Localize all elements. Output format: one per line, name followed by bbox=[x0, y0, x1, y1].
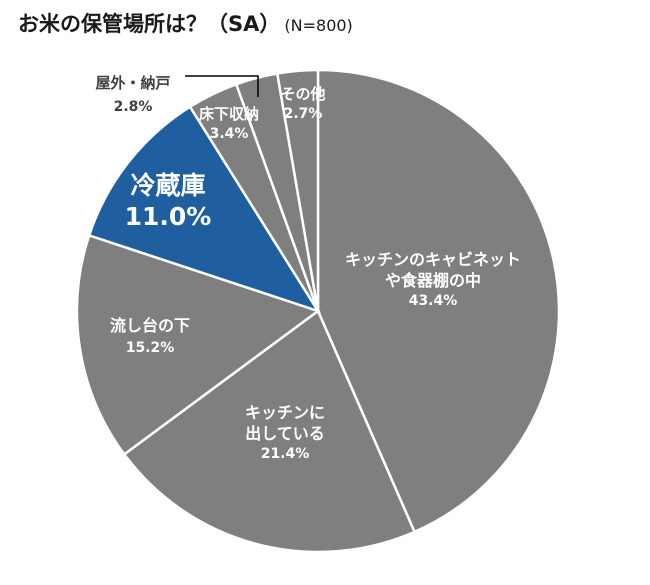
pie-slice bbox=[122, 309, 417, 554]
label-cabinet-line2: や食器棚の中 bbox=[384, 270, 481, 290]
pie-slice bbox=[75, 233, 321, 457]
label-fridge: 冷蔵庫 11.0% bbox=[108, 170, 228, 233]
sample-size: (N=800) bbox=[284, 16, 353, 35]
label-outdoor-pct: 2.8% bbox=[113, 98, 153, 115]
label-sink-line1: 流し台の下 bbox=[109, 316, 190, 335]
label-counter-line2: 出している bbox=[245, 423, 325, 443]
label-counter-line1: キッチンに bbox=[244, 403, 325, 422]
label-cabinet: キッチンのキャビネット や食器棚の中 43.4% bbox=[318, 250, 548, 310]
chart-title: お米の保管場所は？（SA） (N=800) bbox=[18, 8, 353, 38]
label-cabinet-pct: 43.4% bbox=[408, 292, 458, 309]
label-counter: キッチンに 出している 21.4% bbox=[225, 403, 345, 463]
label-fridge-line1: 冷蔵庫 bbox=[130, 171, 206, 200]
label-other: その他 2.7% bbox=[268, 85, 338, 123]
label-cabinet-line1: キッチンのキャビネット bbox=[344, 250, 521, 269]
label-outdoor-line1: 屋外・納戸 bbox=[95, 74, 171, 92]
label-counter-pct: 21.4% bbox=[260, 445, 310, 462]
label-other-pct: 2.7% bbox=[283, 105, 323, 122]
pie-slice bbox=[275, 68, 320, 312]
pie-slice bbox=[87, 105, 321, 314]
chart-title-text: お米の保管場所は？（SA） bbox=[18, 12, 281, 36]
label-sink: 流し台の下 15.2% bbox=[90, 316, 210, 357]
label-underfloor-pct: 3.4% bbox=[209, 125, 249, 142]
label-fridge-pct: 11.0% bbox=[124, 202, 212, 232]
label-other-line1: その他 bbox=[280, 85, 326, 103]
label-outdoor: 屋外・納戸 2.8% bbox=[78, 74, 188, 116]
label-sink-pct: 15.2% bbox=[125, 339, 175, 356]
pie-slice bbox=[316, 68, 561, 534]
label-underfloor-line1: 床下収納 bbox=[198, 105, 259, 123]
leader-line bbox=[185, 75, 259, 97]
label-underfloor: 床下収納 3.4% bbox=[184, 105, 274, 143]
